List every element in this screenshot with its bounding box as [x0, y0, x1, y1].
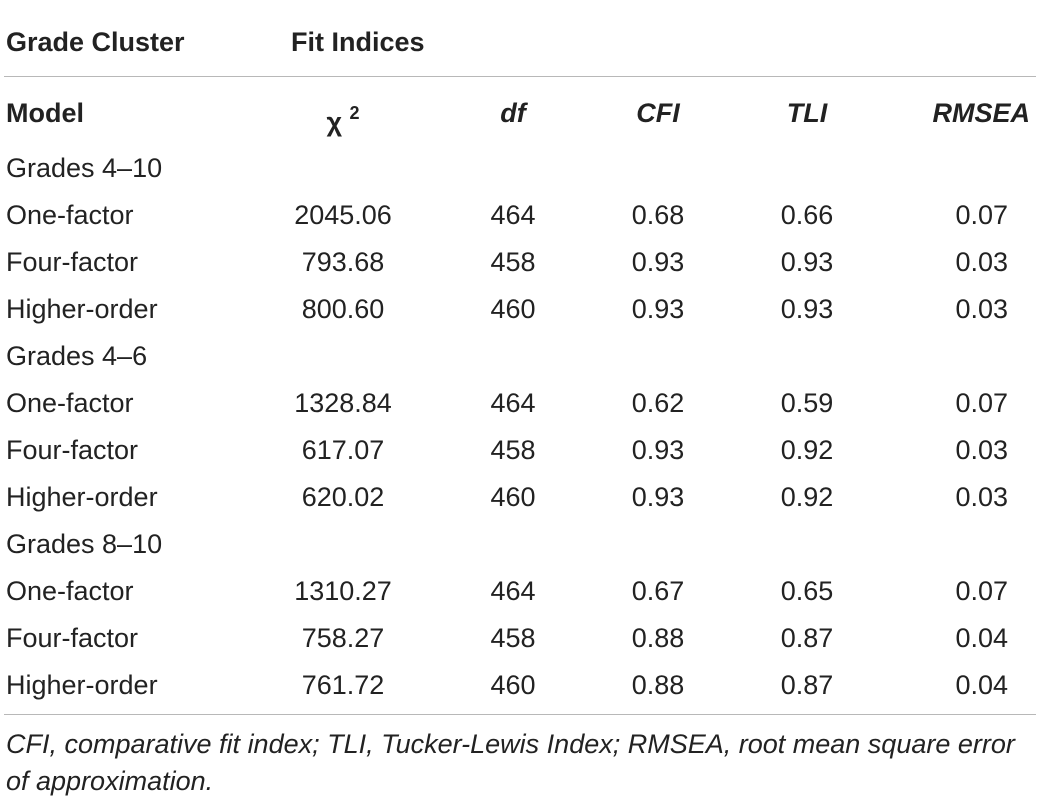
fit-indices-table: Grade Cluster Fit Indices Model χ 2 df C…: [0, 0, 1040, 709]
cell-rmsea: 0.07: [955, 388, 1008, 418]
group-label: Grades 4–6: [6, 341, 148, 371]
table-footnote: CFI, comparative fit index; TLI, Tucker-…: [6, 729, 1015, 796]
cell-model: One-factor: [6, 576, 134, 606]
cell-chi2: 620.02: [301, 482, 385, 512]
cell-rmsea: 0.03: [955, 247, 1008, 277]
header-model: Model: [6, 98, 84, 128]
table-body: Grades 4–10 One-factor 2045.06 464 0.68 0.66 0…: [0, 145, 1040, 709]
cell-tli: 0.87: [780, 670, 834, 700]
cell-chi2: 1328.84: [294, 388, 392, 418]
table-row: Four-factor 617.07 458 0.93 0.92 0.03: [0, 427, 1040, 474]
cell-rmsea: 0.07: [955, 576, 1008, 606]
cell-model: Higher-order: [6, 294, 158, 324]
cell-tli: 0.65: [780, 576, 834, 606]
cell-cfi: 0.93: [631, 247, 685, 277]
table-row: Higher-order 800.60 460 0.93 0.93 0.03: [0, 286, 1040, 333]
cell-rmsea: 0.03: [955, 482, 1008, 512]
cell-model: One-factor: [6, 200, 134, 230]
cell-tli: 0.92: [780, 482, 834, 512]
cell-rmsea: 0.07: [955, 200, 1008, 230]
cell-model: Four-factor: [6, 435, 139, 465]
table-row: Higher-order 761.72 460 0.88 0.87 0.04: [0, 662, 1040, 709]
cell-cfi: 0.88: [631, 670, 685, 700]
cell-tli: 0.87: [780, 623, 834, 653]
chi-symbol: χ: [326, 107, 342, 137]
group-row: Grades 4–6: [0, 333, 1040, 380]
cell-model: One-factor: [6, 388, 134, 418]
cell-rmsea: 0.04: [955, 623, 1008, 653]
cell-cfi: 0.62: [631, 388, 685, 418]
header-fit-indices: Fit Indices: [291, 27, 425, 57]
cell-tli: 0.93: [780, 294, 834, 324]
header-tli: TLI: [786, 98, 828, 128]
table-row: One-factor 1328.84 464 0.62 0.59 0.07: [0, 380, 1040, 427]
header-rmsea: RMSEA: [932, 98, 1030, 128]
table-row: Four-factor 758.27 458 0.88 0.87 0.04: [0, 615, 1040, 662]
cell-model: Higher-order: [6, 670, 158, 700]
cell-rmsea: 0.03: [955, 294, 1008, 324]
cell-df: 464: [490, 576, 536, 606]
cell-chi2: 761.72: [301, 670, 385, 700]
cell-cfi: 0.67: [631, 576, 685, 606]
cell-tli: 0.66: [780, 200, 834, 230]
table-row: Higher-order 620.02 460 0.93 0.92 0.03: [0, 474, 1040, 521]
cell-rmsea: 0.03: [955, 435, 1008, 465]
table-bottom-rule: [4, 714, 1036, 715]
cell-df: 464: [490, 388, 536, 418]
cell-df: 458: [490, 623, 536, 653]
cell-df: 460: [490, 294, 536, 324]
header-row-columns: Model χ 2 df CFI TLI RMSEA: [0, 77, 1040, 145]
cell-model: Four-factor: [6, 247, 139, 277]
header-df: df: [500, 98, 526, 128]
header-divider: [4, 76, 1036, 77]
table-row: Four-factor 793.68 458 0.93 0.93 0.03: [0, 239, 1040, 286]
cell-df: 458: [490, 247, 536, 277]
cell-cfi: 0.93: [631, 482, 685, 512]
cell-chi2: 1310.27: [294, 576, 392, 606]
group-row: Grades 8–10: [0, 521, 1040, 568]
group-label: Grades 4–10: [6, 153, 163, 183]
group-label: Grades 8–10: [6, 529, 163, 559]
table-row: One-factor 2045.06 464 0.68 0.66 0.07: [0, 192, 1040, 239]
cell-df: 460: [490, 482, 536, 512]
cell-rmsea: 0.04: [955, 670, 1008, 700]
cell-cfi: 0.88: [631, 623, 685, 653]
cell-chi2: 2045.06: [294, 200, 392, 230]
cell-model: Four-factor: [6, 623, 139, 653]
cell-chi2: 617.07: [301, 435, 385, 465]
cell-df: 460: [490, 670, 536, 700]
header-grade-cluster: Grade Cluster: [6, 27, 185, 57]
cell-cfi: 0.93: [631, 435, 685, 465]
chi-superscript: 2: [349, 103, 360, 123]
cell-chi2: 800.60: [301, 294, 385, 324]
cell-tli: 0.92: [780, 435, 834, 465]
cell-chi2: 758.27: [301, 623, 385, 653]
cell-cfi: 0.68: [631, 200, 685, 230]
cell-chi2: 793.68: [301, 247, 385, 277]
group-row: Grades 4–10: [0, 145, 1040, 192]
cell-tli: 0.59: [780, 388, 834, 418]
cell-tli: 0.93: [780, 247, 834, 277]
header-chi-square: χ 2: [243, 77, 443, 145]
cell-df: 458: [490, 435, 536, 465]
table-row: One-factor 1310.27 464 0.67 0.65 0.07: [0, 568, 1040, 615]
header-cfi: CFI: [636, 98, 680, 128]
cell-model: Higher-order: [6, 482, 158, 512]
cell-df: 464: [490, 200, 536, 230]
header-row-top: Grade Cluster Fit Indices: [0, 0, 1040, 76]
cell-cfi: 0.93: [631, 294, 685, 324]
